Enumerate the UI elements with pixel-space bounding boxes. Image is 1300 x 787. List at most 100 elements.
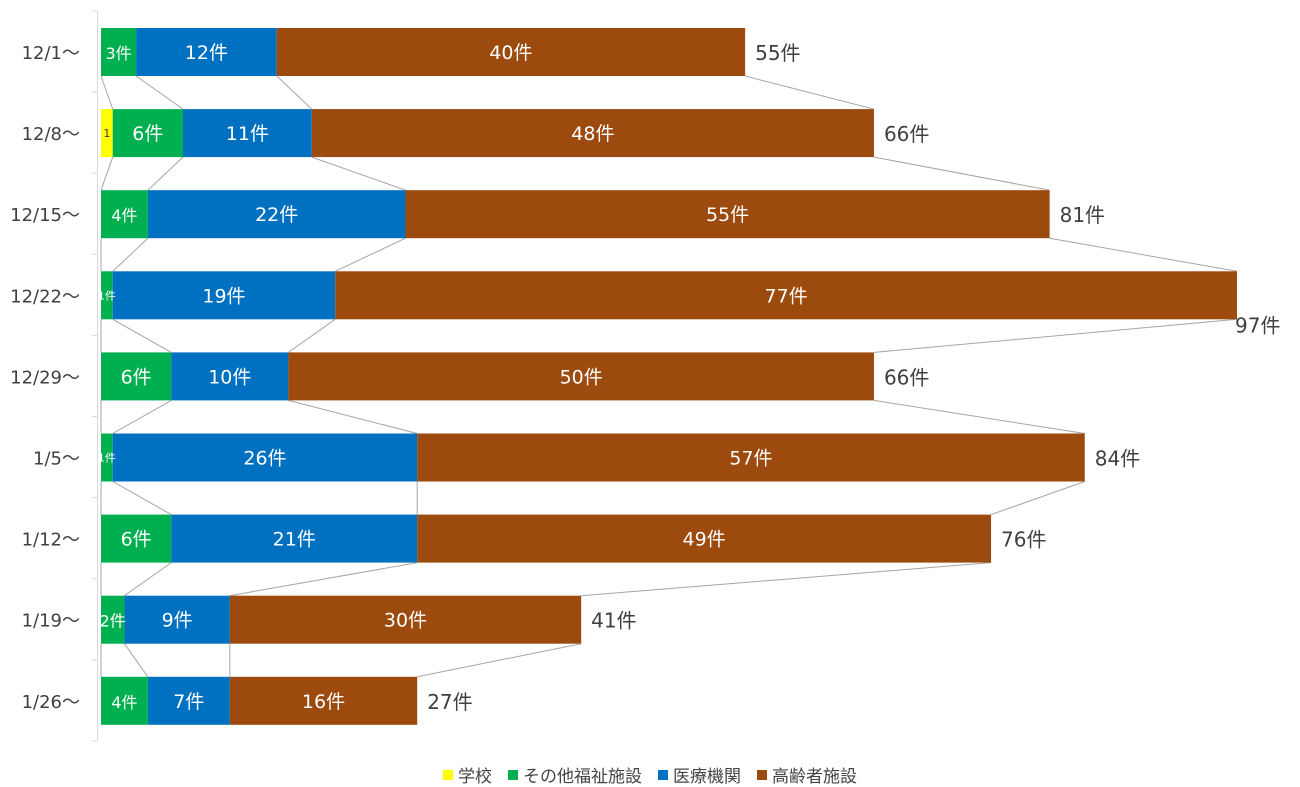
series-line: [873, 399, 1085, 434]
series-line: [990, 481, 1085, 516]
bar-segment: [101, 352, 172, 401]
legend-label: 高齢者施設: [772, 767, 857, 787]
data-label: 16件: [302, 691, 345, 713]
category-label: 12/1～: [22, 43, 80, 64]
series-line: [147, 156, 184, 191]
data-label: 7件: [173, 691, 204, 713]
series-line: [311, 156, 406, 191]
legend-item: 高齢者施設: [757, 762, 857, 787]
series-line: [112, 237, 149, 272]
data-label: 3件: [105, 44, 131, 63]
legend-swatch: [443, 769, 453, 780]
bar-segment: [147, 190, 406, 239]
bar-segment: [229, 676, 418, 725]
data-label: 26件: [243, 448, 286, 470]
bar-segment: [124, 595, 230, 644]
total-label: 66件: [884, 122, 929, 146]
bar-segment: [101, 433, 113, 482]
bar-segment: [112, 271, 336, 320]
data-label: 6件: [121, 529, 152, 551]
data-label: 19件: [202, 285, 245, 307]
data-label: 30件: [384, 610, 427, 632]
total-label: 66件: [884, 365, 929, 389]
bar-segment: [112, 433, 418, 482]
series-line: [288, 399, 418, 434]
bar-segment: [171, 514, 418, 563]
bar-segment: [229, 595, 582, 644]
series-line: [288, 318, 336, 353]
data-label: 11件: [226, 123, 269, 145]
axis-layer: [92, 10, 98, 742]
total-label: 97件: [1235, 313, 1280, 337]
data-label: 40件: [489, 42, 532, 64]
bar-segment: [147, 676, 230, 725]
category-label: 1/5～: [33, 449, 80, 470]
data-label: 6件: [132, 123, 163, 145]
legend-item: 医療機関: [658, 762, 741, 787]
bar-segment: [101, 271, 113, 320]
data-label: 1件: [98, 452, 116, 465]
bar-segment: [136, 28, 277, 76]
data-label: 55件: [706, 204, 749, 226]
category-label: 12/29～: [10, 367, 80, 388]
bar-segment: [288, 352, 874, 401]
category-label: 1/19～: [22, 611, 80, 632]
series-line: [135, 75, 184, 110]
total-label: 55件: [755, 41, 800, 65]
bar-segment: [101, 514, 172, 563]
chart-legend: 学校 その他福祉施設 医療機関 高齢者施設: [0, 762, 1300, 787]
series-line: [873, 318, 1238, 353]
data-label: 12件: [185, 42, 228, 64]
total-label: 81件: [1060, 203, 1105, 227]
data-label: 1: [103, 127, 110, 140]
bar-segment: [112, 109, 183, 158]
legend-label: 医療機関: [673, 767, 741, 787]
bar-segment: [101, 109, 113, 158]
data-label: 21件: [273, 529, 316, 551]
series-line: [1049, 237, 1238, 272]
series-line: [100, 156, 114, 191]
series-line: [112, 481, 172, 516]
category-label: 1/26～: [22, 692, 80, 713]
legend-swatch: [508, 769, 518, 780]
category-label: 12/8～: [22, 124, 80, 145]
data-label: 48件: [571, 123, 614, 145]
data-label: 6件: [121, 366, 152, 388]
legend-swatch: [658, 769, 668, 780]
series-line: [124, 562, 172, 597]
data-label: 77件: [765, 285, 808, 307]
bar-segment: [182, 109, 312, 158]
category-label: 12/15～: [10, 205, 80, 226]
series-line: [873, 156, 1050, 191]
bar-segment: [101, 28, 137, 76]
bar-segment: [171, 352, 289, 401]
total-label: 76件: [1001, 528, 1046, 552]
total-label: 84件: [1095, 447, 1140, 471]
legend-item: その他福祉施設: [508, 762, 642, 787]
bars-layer: [101, 28, 1237, 725]
data-label: 2件: [100, 612, 126, 631]
bar-segment: [405, 190, 1050, 239]
bar-segment: [101, 676, 148, 725]
bar-segment: [276, 28, 746, 76]
series-lines-layer: [100, 75, 1238, 678]
bar-segment: [101, 190, 148, 239]
data-label: 4件: [111, 206, 137, 225]
data-label: 1件: [98, 289, 116, 302]
total-label: 41件: [591, 609, 636, 633]
series-line: [229, 562, 418, 597]
series-line: [124, 643, 149, 678]
series-line: [112, 399, 172, 434]
legend-swatch: [757, 769, 767, 780]
series-line: [100, 75, 114, 110]
total-label: 27件: [427, 690, 472, 714]
data-label: 49件: [683, 529, 726, 551]
data-label: 9件: [162, 610, 193, 632]
bar-segment: [311, 109, 874, 158]
series-line: [581, 562, 992, 597]
data-label: 4件: [111, 693, 137, 712]
bar-segment: [417, 514, 992, 563]
data-label: 57件: [729, 448, 772, 470]
series-line: [417, 643, 582, 678]
